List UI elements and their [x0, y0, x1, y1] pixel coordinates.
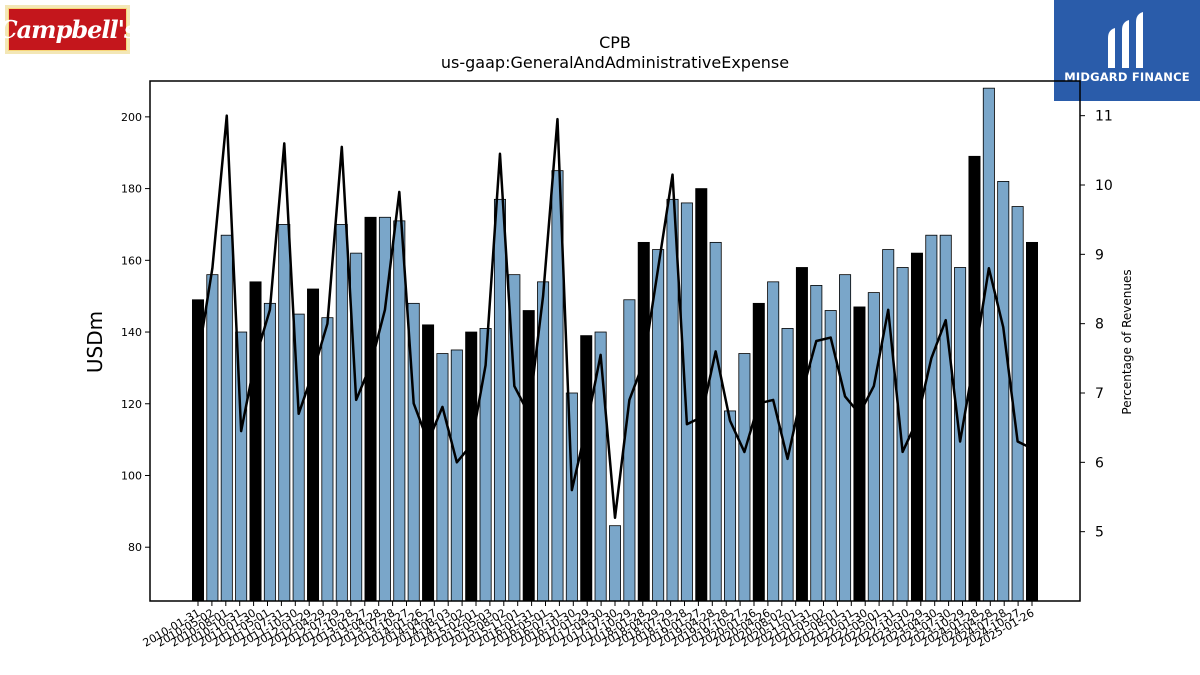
bar	[565, 392, 578, 602]
bar	[393, 220, 406, 602]
midgard-mark-icon	[1108, 12, 1143, 68]
y2-tick-label: 8	[1095, 317, 1104, 333]
bar	[422, 324, 435, 602]
bar	[1026, 241, 1039, 602]
bar	[795, 267, 808, 602]
y2-tick-label: 9	[1095, 247, 1104, 263]
bar	[263, 302, 276, 602]
bar	[982, 87, 995, 602]
bar	[637, 241, 650, 602]
bar	[839, 274, 852, 602]
y-tick-label: 200	[121, 111, 142, 124]
x-axis: 2010-01-312010-05-022010-08-012010-10-31…	[141, 601, 1037, 650]
bar	[307, 288, 320, 602]
bar	[206, 274, 219, 602]
y2-tick-label: 11	[1095, 109, 1113, 125]
campbells-logo-badge: Campbell's	[0, 8, 137, 51]
y-axis-label: USDm	[83, 311, 107, 373]
campbells-logo: Campbell's	[0, 5, 137, 54]
bar	[925, 234, 938, 602]
bar	[867, 292, 880, 602]
bar	[436, 353, 449, 602]
y-tick-label: 80	[128, 541, 142, 554]
y-tick-label: 160	[121, 254, 142, 267]
bar	[364, 216, 377, 602]
bar	[882, 249, 895, 602]
bar	[350, 252, 363, 602]
bar	[450, 349, 463, 602]
bar	[781, 328, 794, 602]
chart-subtitle: us-gaap:GeneralAndAdministrativeExpense	[441, 53, 789, 72]
bar	[724, 410, 737, 602]
y2-tick-label: 5	[1095, 525, 1104, 541]
bar	[939, 234, 952, 602]
series-line	[196, 114, 1033, 520]
bar	[853, 306, 866, 602]
bar	[278, 224, 291, 602]
bar	[680, 202, 693, 602]
line-group	[196, 114, 1033, 520]
y2-tick-label: 6	[1095, 455, 1104, 471]
bar	[580, 335, 593, 602]
bar	[652, 249, 665, 602]
bar	[997, 181, 1010, 602]
y-tick-label: 180	[121, 183, 142, 196]
bar	[335, 224, 348, 602]
bar	[321, 317, 334, 602]
bar	[609, 525, 622, 602]
bar	[493, 198, 506, 602]
bar	[465, 331, 478, 602]
y-tick-label: 120	[121, 398, 142, 411]
bar	[249, 281, 262, 602]
y-tick-label: 100	[121, 469, 142, 482]
bar	[522, 310, 535, 602]
y-axis-right: 5 6 7 8 9 10 11	[1080, 109, 1113, 541]
bar	[623, 299, 636, 602]
y-tick-label: 140	[121, 326, 142, 339]
y2-tick-label: 10	[1095, 178, 1113, 194]
y2-axis-label: Percentage of Revenues	[1120, 269, 1134, 414]
bar	[752, 302, 765, 602]
bar	[767, 281, 780, 602]
y-axis-left: 80 100 120 140 160 180 200	[121, 111, 150, 554]
bar	[810, 285, 823, 602]
midgard-finance-logo: MIDGARD FINANCE	[1054, 0, 1200, 101]
bar	[191, 299, 204, 602]
campbells-logo-text: Campbell's	[0, 15, 137, 44]
bar	[709, 241, 722, 602]
chart-title: CPB	[599, 33, 631, 52]
bar	[896, 267, 909, 602]
bars-group	[191, 87, 1039, 602]
bar	[738, 353, 751, 602]
bar	[220, 234, 233, 602]
midgard-logo-text: MIDGARD FINANCE	[1064, 70, 1190, 84]
y2-tick-label: 7	[1095, 386, 1104, 402]
